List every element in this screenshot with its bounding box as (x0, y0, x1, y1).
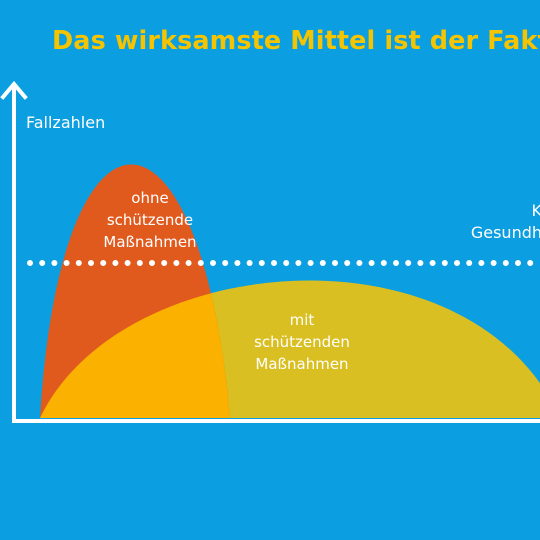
capacity-label: K Gesundh (471, 200, 540, 244)
high-curve-label-line: Maßnahmen (103, 233, 197, 251)
high-curve-label: ohne schützende Maßnahmen (70, 187, 230, 253)
high-curve-label-line: ohne (131, 189, 169, 207)
page-title: Das wirksamste Mittel ist der Fakto (52, 26, 540, 56)
flat-curve-label-line: mit (289, 311, 315, 329)
y-axis-label: Fallzahlen (26, 113, 106, 132)
y-axis-arrow-icon (0, 80, 28, 100)
capacity-label-line: K (531, 201, 540, 220)
high-curve-label-line: schützende (106, 211, 194, 229)
flat-curve-label: mit schützenden Maßnahmen (222, 309, 382, 375)
overlap-area (40, 280, 230, 418)
capacity-label-line: Gesundh (470, 223, 540, 242)
flat-curve-label-line: Maßnahmen (255, 355, 349, 373)
flat-curve-label-line: schützenden (254, 333, 350, 351)
